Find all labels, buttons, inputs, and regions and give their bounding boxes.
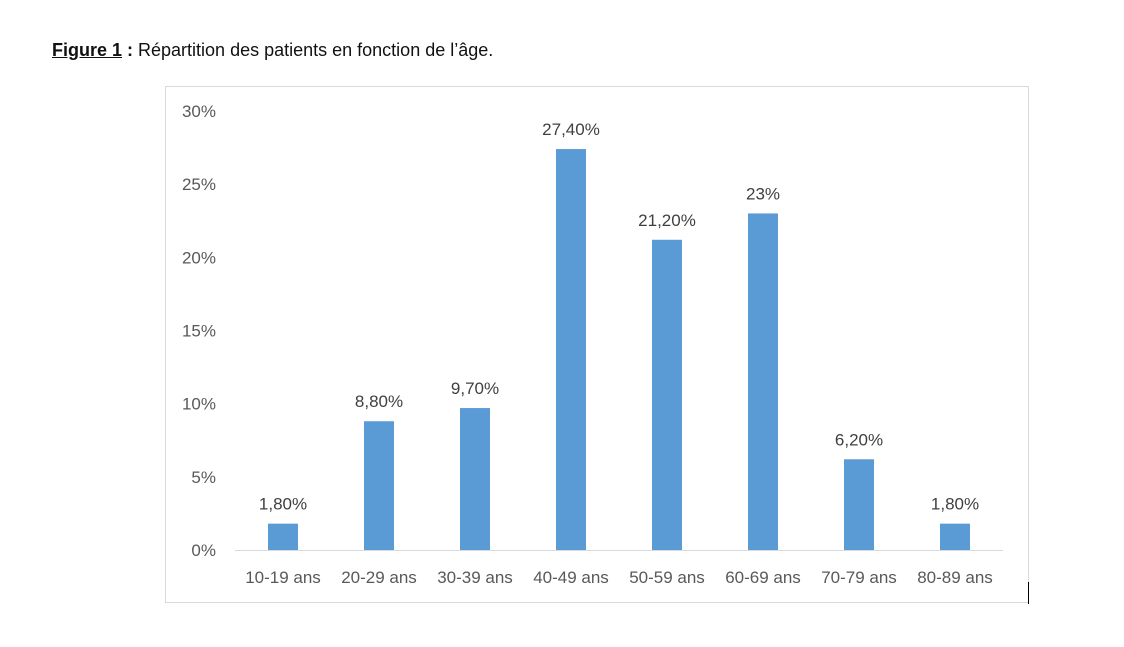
data-label: 8,80% — [355, 392, 403, 411]
data-label: 6,20% — [835, 430, 883, 449]
bar — [460, 408, 490, 550]
caption-separator: : — [122, 40, 134, 60]
y-tick-label: 0% — [191, 541, 216, 560]
caption-text: Répartition des patients en fonction de … — [133, 40, 494, 60]
bar — [556, 149, 586, 550]
data-label: 1,80% — [931, 495, 979, 514]
data-label: 23% — [746, 184, 780, 203]
figure-caption: Figure 1 : Répartition des patients en f… — [52, 40, 493, 61]
data-label: 1,80% — [259, 495, 307, 514]
y-tick-label: 5% — [191, 468, 216, 487]
y-tick-label: 30% — [182, 102, 216, 121]
x-tick-label: 20-29 ans — [341, 568, 417, 587]
bar — [652, 239, 682, 551]
bar — [748, 213, 778, 550]
figure-label: Figure 1 — [52, 40, 123, 60]
data-label: 9,70% — [451, 379, 499, 398]
bar — [268, 523, 298, 550]
y-tick-label: 10% — [182, 395, 216, 414]
bar — [940, 523, 970, 550]
bar — [364, 421, 394, 550]
x-tick-label: 40-49 ans — [533, 568, 609, 587]
y-tick-label: 20% — [182, 248, 216, 267]
y-tick-label: 25% — [182, 175, 216, 194]
data-label: 27,40% — [542, 120, 600, 139]
x-tick-label: 50-59 ans — [629, 568, 705, 587]
x-tick-label: 80-89 ans — [917, 568, 993, 587]
x-tick-label: 10-19 ans — [245, 568, 321, 587]
frame-edge-line — [1028, 582, 1029, 604]
y-tick-label: 15% — [182, 322, 216, 341]
bar — [844, 459, 874, 550]
x-tick-label: 70-79 ans — [821, 568, 897, 587]
chart-area — [165, 86, 1029, 603]
data-label: 21,20% — [638, 211, 696, 230]
x-tick-label: 30-39 ans — [437, 568, 513, 587]
x-tick-label: 60-69 ans — [725, 568, 801, 587]
